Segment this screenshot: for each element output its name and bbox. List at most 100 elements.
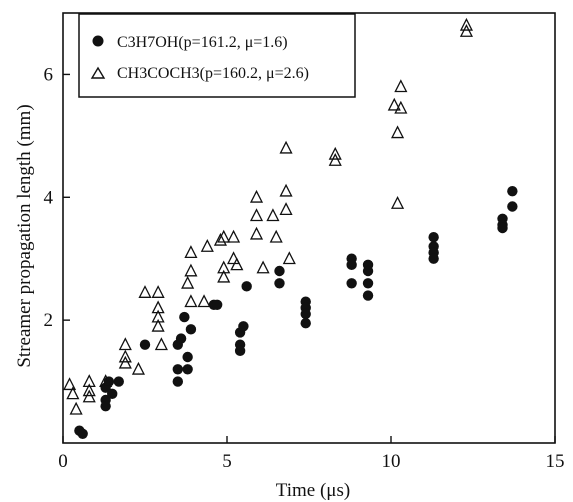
data-point-series-1 bbox=[362, 265, 374, 277]
data-point-series-2 bbox=[154, 337, 168, 351]
data-point-series-2 bbox=[230, 257, 244, 271]
data-point-series-1 bbox=[139, 339, 151, 350]
data-point-series-2 bbox=[181, 275, 195, 289]
data-point-series-2 bbox=[197, 294, 211, 308]
x-tick-label: 0 bbox=[58, 451, 68, 472]
data-point-series-2 bbox=[249, 208, 264, 222]
data-point-series-1 bbox=[100, 400, 111, 412]
data-point-series-2 bbox=[226, 229, 241, 243]
data-point-series-1 bbox=[185, 324, 197, 335]
x-axis-ticks: 0 5 10 15 bbox=[58, 436, 565, 472]
data-point-series-2 bbox=[249, 226, 264, 240]
data-point-series-1 bbox=[507, 185, 518, 197]
data-point-series-1 bbox=[300, 308, 311, 320]
y-axis-ticks: 2 4 6 bbox=[44, 64, 70, 331]
data-point-series-2 bbox=[226, 251, 241, 265]
data-point-series-2 bbox=[138, 285, 152, 298]
legend-label-series-2: CH3COCH3(p=160.2, μ=2.6) bbox=[117, 65, 309, 82]
data-point-series-2 bbox=[66, 386, 80, 400]
data-point-series-2 bbox=[118, 355, 132, 369]
data-point-series-2 bbox=[82, 389, 96, 403]
data-point-series-1 bbox=[182, 351, 193, 363]
data-point-series-1 bbox=[300, 318, 311, 329]
data-point-series-2 bbox=[328, 152, 342, 166]
data-point-series-2 bbox=[213, 232, 228, 246]
data-point-series-1 bbox=[274, 265, 285, 277]
x-axis-title: Time (μs) bbox=[276, 480, 350, 501]
data-point-series-1 bbox=[77, 428, 88, 439]
data-point-series-1 bbox=[107, 388, 118, 400]
data-point-series-1 bbox=[507, 201, 518, 212]
plot-frame bbox=[62, 12, 556, 444]
data-point-series-2 bbox=[118, 349, 132, 363]
data-point-series-1 bbox=[182, 364, 193, 375]
data-point-series-2 bbox=[394, 79, 408, 93]
data-point-series-1 bbox=[274, 278, 285, 289]
legend: C3H7OH(p=161.2, μ=1.6) CH3COCH3(p=160.2,… bbox=[78, 13, 356, 98]
data-point-series-2 bbox=[217, 269, 231, 283]
data-point-series-1 bbox=[211, 299, 223, 310]
legend-marker-series-2 bbox=[90, 66, 106, 79]
data-point-series-2 bbox=[459, 17, 474, 31]
data-point-series-2 bbox=[82, 374, 96, 388]
data-point-series-2 bbox=[118, 337, 132, 351]
data-point-series-2 bbox=[282, 251, 296, 265]
data-point-series-2 bbox=[151, 300, 165, 314]
data-point-series-2 bbox=[151, 309, 165, 323]
data-point-series-1 bbox=[113, 376, 124, 387]
data-point-series-1 bbox=[428, 253, 439, 264]
legend-box bbox=[78, 13, 356, 98]
y-axis-title: Streamer propagation length (mm) bbox=[14, 104, 35, 367]
data-point-series-2 bbox=[279, 202, 293, 216]
data-point-series-2 bbox=[151, 285, 165, 298]
data-point-series-2 bbox=[99, 374, 113, 388]
x-tick-label: 5 bbox=[222, 451, 232, 472]
data-point-series-2 bbox=[390, 125, 405, 139]
data-point-series-2 bbox=[279, 183, 293, 197]
data-point-series-2 bbox=[266, 208, 280, 222]
data-point-series-1 bbox=[172, 376, 183, 387]
data-point-series-2 bbox=[200, 238, 214, 252]
data-point-series-2 bbox=[184, 263, 198, 277]
data-point-series-2 bbox=[249, 189, 264, 203]
data-point-series-1 bbox=[497, 222, 508, 234]
data-point-series-1 bbox=[234, 345, 246, 357]
data-point-series-1 bbox=[172, 364, 183, 375]
data-point-series-2 bbox=[62, 377, 77, 391]
data-point-series-1 bbox=[179, 311, 190, 323]
y-tick-label: 2 bbox=[44, 310, 54, 331]
legend-marker-series-1 bbox=[92, 35, 104, 47]
data-point-series-1 bbox=[175, 333, 187, 344]
data-point-series-1 bbox=[428, 232, 439, 243]
data-point-series-2 bbox=[269, 229, 283, 243]
data-point-series-1 bbox=[346, 259, 357, 271]
legend-label-series-1: C3H7OH(p=161.2, μ=1.6) bbox=[117, 34, 288, 51]
data-point-series-2 bbox=[459, 23, 474, 37]
y-tick-label: 4 bbox=[44, 187, 54, 208]
x-tick-label: 15 bbox=[546, 451, 565, 472]
data-point-series-2 bbox=[69, 401, 83, 415]
data-point-series-1 bbox=[238, 321, 249, 332]
data-point-series-1 bbox=[362, 290, 374, 301]
y-tick-label: 6 bbox=[44, 64, 54, 85]
data-point-series-2 bbox=[217, 229, 231, 243]
data-points bbox=[62, 17, 518, 439]
data-point-series-2 bbox=[394, 100, 408, 114]
data-point-series-2 bbox=[82, 383, 96, 397]
data-point-series-2 bbox=[328, 146, 342, 160]
plot-border bbox=[62, 12, 556, 444]
data-point-series-2 bbox=[184, 294, 198, 308]
data-point-series-2 bbox=[256, 260, 270, 274]
data-point-series-2 bbox=[217, 260, 231, 274]
data-point-series-2 bbox=[151, 318, 165, 332]
data-point-series-1 bbox=[362, 278, 374, 289]
data-point-series-2 bbox=[184, 245, 198, 259]
data-point-series-2 bbox=[387, 97, 401, 111]
x-tick-label: 10 bbox=[382, 451, 401, 472]
data-point-series-2 bbox=[390, 195, 405, 209]
data-point-series-1 bbox=[346, 278, 357, 289]
data-point-series-2 bbox=[131, 361, 146, 375]
data-point-series-1 bbox=[241, 281, 252, 292]
data-point-series-2 bbox=[279, 140, 293, 154]
